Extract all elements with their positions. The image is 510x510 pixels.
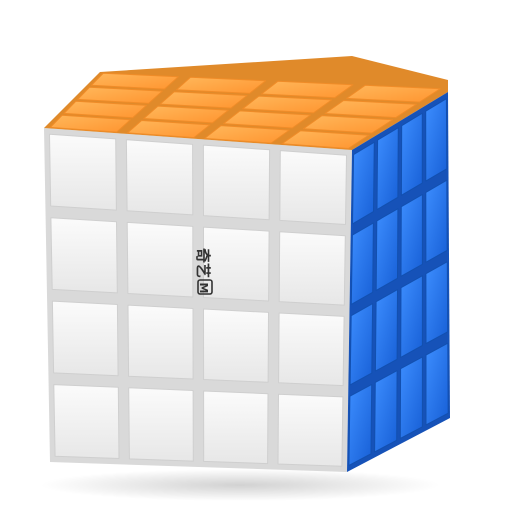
top-sticker-r1-c3 <box>261 80 354 99</box>
top-sticker-r3-c2 <box>143 105 229 124</box>
right-sticker-r3-c4 <box>425 261 449 345</box>
right-sticker-r2-c2 <box>375 208 399 291</box>
right-sticker-r3-c3 <box>400 275 423 358</box>
right-sticker-r1-c3 <box>400 112 423 196</box>
right-sticker-r4-c4 <box>425 342 449 426</box>
top-sticker-r2-c1 <box>77 86 163 104</box>
front-sticker-r4-c3 <box>203 390 269 465</box>
top-sticker-r1-c4 <box>346 84 441 103</box>
top-sticker-r2-c4 <box>324 100 417 119</box>
front-face-base <box>44 128 352 472</box>
front-sticker-r3-c4 <box>278 312 345 387</box>
front-sticker-r1-c4 <box>279 150 347 225</box>
top-face <box>49 72 441 149</box>
front-sticker-r4-c2 <box>128 387 194 462</box>
front-sticker-r2-c3 <box>203 226 270 302</box>
front-face <box>49 133 347 467</box>
right-sticker-r1-c4 <box>425 98 448 182</box>
right-sticker-r2-c3 <box>400 193 423 277</box>
top-sticker-r4-c4 <box>281 130 370 149</box>
right-sticker-r3-c1 <box>349 303 374 386</box>
front-sticker-r1-c3 <box>202 144 271 221</box>
top-sticker-r1-c1 <box>90 72 179 90</box>
top-sticker-r4-c3 <box>204 125 290 144</box>
front-sticker-r3-c2 <box>127 304 194 380</box>
right-sticker-r4-c1 <box>348 383 373 466</box>
top-sticker-r2-c2 <box>159 91 248 109</box>
front-sticker-r1-c1 <box>49 133 117 211</box>
brand-logo-badge: M <box>197 283 210 294</box>
front-sticker-r3-c3 <box>203 308 269 383</box>
front-sticker-r3-c1 <box>51 300 119 377</box>
front-sticker-r1-c2 <box>125 139 194 216</box>
right-sticker-r1-c1 <box>352 141 375 225</box>
front-sticker-r4-c1 <box>53 384 120 459</box>
top-sticker-r3-c3 <box>223 110 311 129</box>
right-face <box>348 98 449 466</box>
top-sticker-r3-c1 <box>63 100 147 119</box>
right-sticker-r3-c2 <box>374 289 398 372</box>
front-sticker-r4-c4 <box>277 393 344 467</box>
front-sticker-r2-c4 <box>278 231 346 306</box>
right-sticker-r2-c1 <box>350 222 374 305</box>
top-sticker-r4-c2 <box>127 120 211 139</box>
right-sticker-r4-c3 <box>399 356 423 439</box>
ground-shadow <box>40 469 440 501</box>
top-sticker-r2-c3 <box>242 95 333 114</box>
right-sticker-r4-c2 <box>374 370 398 453</box>
right-sticker-r1-c2 <box>376 127 399 211</box>
brand-logo-badge-frame <box>197 279 213 295</box>
top-sticker-r4-c1 <box>49 114 131 133</box>
front-sticker-r2-c1 <box>50 217 118 294</box>
brand-logo: 奇艺 M <box>194 248 213 295</box>
brand-logo-text: 奇艺 <box>194 248 212 278</box>
front-sticker-r2-c2 <box>126 221 194 298</box>
right-sticker-r2-c4 <box>425 179 448 263</box>
top-sticker-r1-c2 <box>176 76 267 94</box>
top-sticker-r3-c4 <box>303 115 394 134</box>
